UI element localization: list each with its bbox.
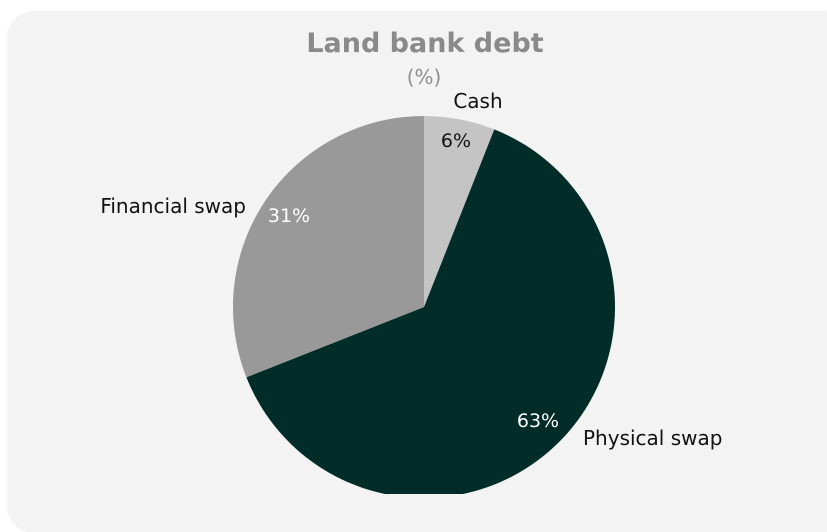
pie-slices bbox=[232, 116, 615, 494]
chart-subtitle: (%) bbox=[407, 65, 442, 89]
pie-chart: Land bank debt (%) Cash Physical swap Fi… bbox=[100, 28, 722, 494]
chart-title: Land bank debt bbox=[306, 28, 543, 59]
value-label-cash: 6% bbox=[441, 130, 471, 152]
value-label-physical-swap: 63% bbox=[517, 410, 559, 432]
pie-slice-financial-swap bbox=[232, 116, 424, 378]
value-label-financial-swap: 31% bbox=[268, 205, 310, 227]
pie-slice-cash bbox=[424, 116, 495, 307]
pie-slice-physical-swap bbox=[246, 129, 615, 494]
category-label-physical-swap: Physical swap bbox=[583, 426, 722, 450]
category-label-financial-swap: Financial swap bbox=[100, 194, 246, 218]
category-label-cash: Cash bbox=[453, 89, 502, 113]
